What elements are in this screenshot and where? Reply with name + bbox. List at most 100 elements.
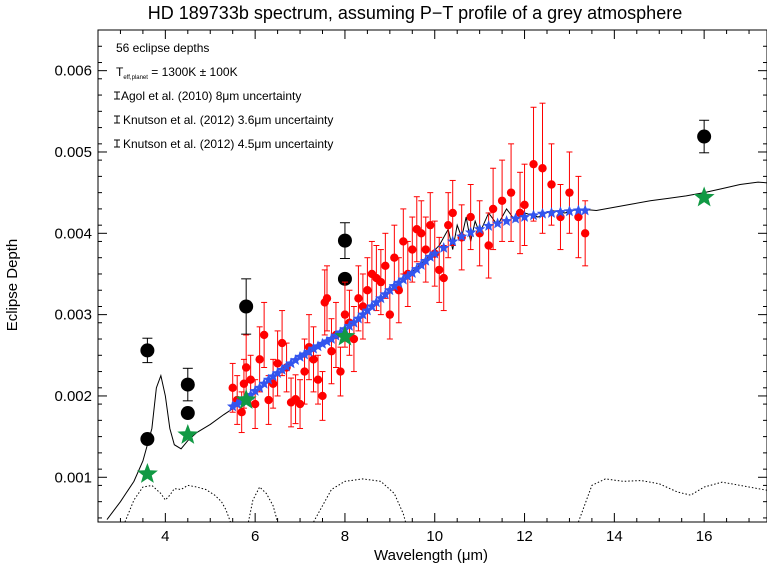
- red-data-point: [318, 391, 327, 401]
- blue-star-point: [402, 270, 414, 282]
- blue-star-point: [545, 206, 558, 218]
- red-data-point: [327, 347, 336, 356]
- blue-star-point: [397, 273, 410, 285]
- red-data-point: [322, 294, 332, 303]
- blue-star-point: [294, 350, 306, 362]
- blue-star-point: [393, 276, 405, 288]
- black-data-point: [697, 129, 712, 144]
- blue-star-point: [420, 254, 432, 266]
- black-data-point: [140, 432, 155, 447]
- red-data-point: [277, 338, 287, 348]
- annotation-block: 56 eclipse depths Teff,planet = 1300K ± …: [114, 41, 333, 151]
- blue-star-point: [370, 296, 383, 308]
- blue-star-point: [289, 354, 302, 366]
- errorbar-legend-icon-agol: [114, 91, 120, 100]
- blue-star-point: [343, 320, 356, 331]
- red-data-point: [228, 383, 237, 393]
- y-tick-label: 0.004: [54, 225, 92, 242]
- red-data-point: [349, 334, 359, 344]
- blue-star-point: [231, 398, 243, 409]
- x-tick-label: 8: [341, 528, 349, 545]
- red-data-point: [435, 265, 444, 275]
- blue-star-point: [271, 367, 284, 379]
- red-data-point: [520, 200, 529, 210]
- annotation-knutson36: Knutson et al. (2012) 3.6μm uncertainty: [123, 113, 333, 127]
- red-data-point: [484, 241, 493, 250]
- series-layer: [106, 102, 767, 522]
- x-tick-label: 4: [161, 528, 169, 545]
- x-tick-label: 12: [516, 528, 533, 545]
- green-star-point: [177, 423, 199, 444]
- chart-title: HD 189733b spectrum, assuming P−T profil…: [148, 3, 682, 23]
- blue-star-point: [411, 263, 423, 274]
- blue-star-point: [258, 377, 270, 389]
- blue-star-point: [253, 381, 266, 393]
- blue-star-point: [249, 385, 261, 396]
- y-tick-label: 0.001: [54, 469, 92, 486]
- x-tick-label: 14: [606, 528, 623, 545]
- blue-star-point: [384, 284, 396, 296]
- x-tick-label: 10: [426, 528, 443, 545]
- red-data-point: [336, 367, 345, 376]
- blue-star-point: [379, 288, 392, 300]
- red-data-point: [246, 375, 255, 384]
- annotation-teff-value: = 1300K ± 100K: [148, 65, 238, 79]
- blue-star-point: [509, 212, 522, 224]
- red-data-point: [250, 399, 260, 409]
- red-data-point: [439, 273, 448, 283]
- blue-star-point: [307, 342, 320, 354]
- blue-star-point: [276, 363, 288, 375]
- blue-star-point: [334, 326, 347, 338]
- y-axis-label-group: Eclipse Depth: [4, 239, 21, 332]
- blue-star-point: [429, 247, 441, 259]
- annotation-teff: Teff,planet = 1300K ± 100K: [116, 65, 238, 81]
- red-data-point: [506, 188, 516, 197]
- y-tick-label: 0.006: [54, 63, 92, 80]
- blue-star-point: [262, 373, 275, 385]
- blue-star-point: [491, 217, 504, 229]
- red-data-point: [385, 310, 395, 319]
- red-data-point: [547, 180, 556, 189]
- blue-star-point: [482, 219, 495, 231]
- blue-star-point: [518, 211, 531, 222]
- green-star-point: [235, 389, 257, 409]
- red-data-point: [363, 286, 372, 295]
- red-data-point: [237, 408, 246, 417]
- blue-star-point: [312, 340, 324, 352]
- red-data-point: [426, 220, 435, 230]
- green-star-point: [136, 463, 158, 483]
- model-spectrum-line: [106, 181, 767, 520]
- red-data-point: [390, 253, 399, 262]
- red-data-point: [264, 395, 273, 405]
- red-data-point: [466, 212, 475, 222]
- black-data-point: [337, 271, 352, 286]
- x-tick-label: 6: [251, 528, 259, 545]
- red-data-point: [313, 375, 323, 384]
- red-data-point: [300, 367, 309, 376]
- y-tick-label: 0.003: [54, 307, 92, 324]
- blue-star-point: [357, 308, 369, 320]
- red-data-point: [488, 204, 498, 214]
- black-data-point: [140, 343, 155, 358]
- red-data-point: [376, 277, 386, 287]
- blue-star-point: [579, 204, 591, 216]
- blue-star-point: [348, 316, 360, 328]
- red-data-point: [340, 310, 350, 319]
- red-data-point: [381, 261, 390, 271]
- y-tick-label: 0.005: [54, 144, 92, 161]
- blue-star-point: [438, 241, 450, 253]
- red-data-point: [273, 359, 282, 368]
- red-data-point: [574, 212, 583, 222]
- red-data-point: [255, 355, 264, 364]
- errorbar-legend-icon-knutson45: [114, 139, 120, 148]
- annotation-teff-sub: eff,planet: [123, 75, 148, 81]
- red-data-point: [580, 229, 590, 238]
- blue-star-point: [473, 223, 486, 235]
- blue-star-point: [455, 230, 468, 242]
- blue-star-point: [298, 348, 311, 360]
- y-tick-label: 0.002: [54, 388, 92, 405]
- green-star-point: [334, 325, 356, 346]
- red-data-point: [565, 188, 574, 197]
- blue-star-point: [415, 259, 427, 270]
